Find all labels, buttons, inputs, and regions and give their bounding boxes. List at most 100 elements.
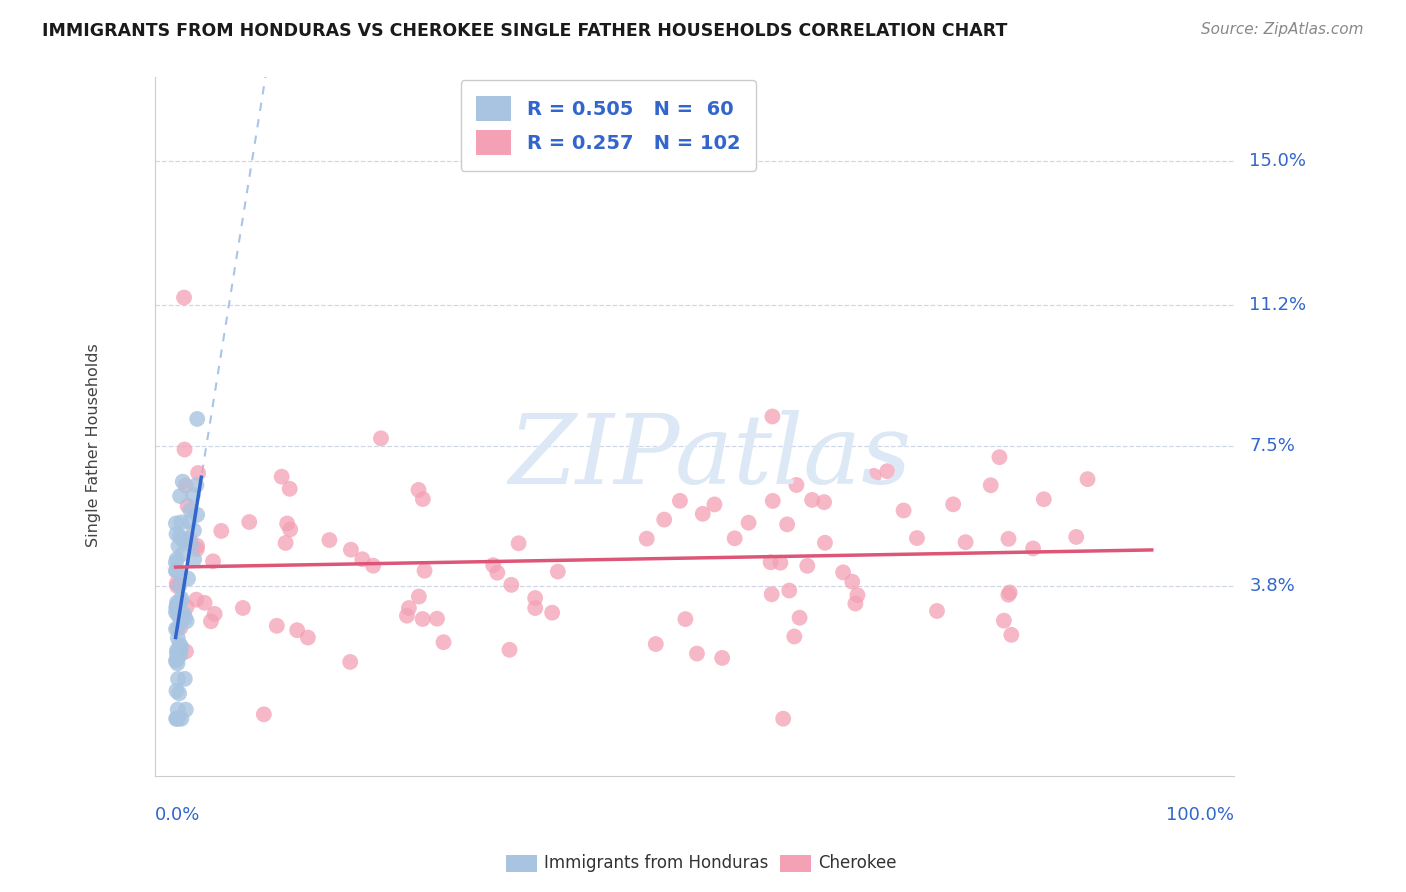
Point [169, 530, 191, 544]
Point [769, 556, 792, 570]
Point [801, 492, 824, 507]
Point [547, 565, 569, 579]
Point [165, 556, 187, 570]
Point [1000, 628, 1022, 642]
Point [412, 612, 434, 626]
Point [669, 493, 692, 508]
Point [173, 672, 195, 686]
Point [166, 576, 188, 591]
Point [174, 703, 197, 717]
Point [266, 619, 288, 633]
Point [166, 702, 188, 716]
Point [232, 601, 254, 615]
Point [170, 516, 193, 530]
Point [165, 683, 187, 698]
Point [167, 643, 190, 657]
Point [278, 482, 301, 496]
Point [166, 527, 188, 541]
Point [166, 657, 188, 671]
Point [692, 507, 714, 521]
Point [202, 554, 225, 568]
Point [482, 558, 505, 573]
Point [186, 478, 208, 492]
Text: 0.0%: 0.0% [155, 806, 201, 824]
Point [893, 503, 915, 517]
Point [942, 497, 965, 511]
Point [170, 712, 193, 726]
Point [186, 592, 208, 607]
Point [673, 612, 696, 626]
Point [832, 566, 855, 580]
Point [194, 596, 217, 610]
Point [1077, 472, 1099, 486]
Point [737, 516, 759, 530]
Point [186, 539, 208, 553]
Text: 7.5%: 7.5% [1250, 436, 1295, 455]
Point [183, 552, 205, 566]
Point [644, 637, 666, 651]
Point [997, 588, 1019, 602]
Point [166, 643, 188, 657]
Point [172, 533, 194, 548]
Point [169, 579, 191, 593]
Point [166, 599, 188, 613]
Point [297, 631, 319, 645]
Point [1032, 492, 1054, 507]
Point [165, 601, 187, 615]
Point [426, 612, 449, 626]
Point [165, 564, 187, 578]
Point [176, 599, 198, 614]
Point [711, 651, 734, 665]
Point [170, 591, 193, 606]
Point [186, 412, 208, 426]
Point [686, 647, 709, 661]
Point [176, 499, 198, 513]
Point [179, 532, 201, 546]
Point [370, 431, 392, 445]
Point [652, 513, 675, 527]
Point [278, 523, 301, 537]
Text: 15.0%: 15.0% [1250, 152, 1306, 169]
Point [166, 646, 188, 660]
Point [285, 623, 308, 637]
Point [361, 558, 384, 573]
Point [844, 597, 866, 611]
Legend: R = 0.505   N =  60, R = 0.257   N = 102: R = 0.505 N = 60, R = 0.257 N = 102 [461, 80, 756, 171]
Point [486, 566, 509, 580]
Point [167, 686, 190, 700]
Point [778, 583, 800, 598]
Text: ZIPatlas: ZIPatlas [509, 410, 911, 504]
Point [274, 536, 297, 550]
Point [166, 632, 188, 646]
Point [165, 654, 187, 668]
Point [998, 585, 1021, 599]
Point [862, 469, 884, 483]
Point [174, 644, 197, 658]
Point [165, 516, 187, 531]
Point [180, 537, 202, 551]
Point [179, 503, 201, 517]
Point [165, 622, 187, 636]
Point [186, 508, 208, 522]
Point [408, 483, 430, 497]
Text: 11.2%: 11.2% [1250, 296, 1306, 314]
Point [186, 542, 208, 557]
Text: Cherokee: Cherokee [818, 855, 897, 872]
Point [179, 515, 201, 529]
Point [169, 638, 191, 652]
Point [166, 712, 188, 726]
Point [508, 536, 530, 550]
Point [176, 614, 198, 628]
Point [789, 611, 811, 625]
Point [636, 532, 658, 546]
Point [173, 607, 195, 622]
Point [166, 621, 188, 635]
Point [498, 642, 520, 657]
Point [783, 630, 806, 644]
Point [1022, 541, 1045, 556]
Point [759, 555, 782, 569]
Point [165, 712, 187, 726]
Point [772, 712, 794, 726]
Point [167, 672, 190, 686]
Point [761, 409, 783, 424]
